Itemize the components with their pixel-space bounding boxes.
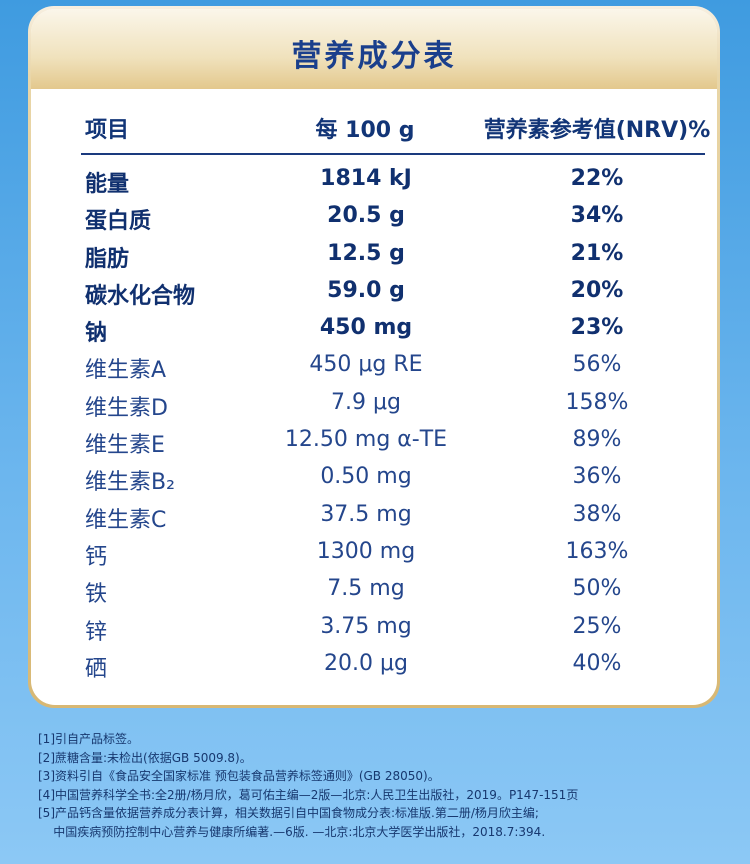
nutrient-name: 锌 xyxy=(85,619,108,645)
nutrient-nrv: 36% xyxy=(572,464,622,490)
footnote: 中国疾病预防控制中心营养与健康所编著.—6版. —北京:北京大学医学出版社，20… xyxy=(38,824,546,839)
nutrient-nrv: 25% xyxy=(572,613,622,639)
nutrient-amount: 20.0 μg xyxy=(324,650,408,676)
nutrient-amount: 7.9 μg xyxy=(331,389,401,415)
nutrient-nrv: 22% xyxy=(570,166,624,191)
table-row: 脂肪 12.5 g 21% xyxy=(81,236,705,273)
nutrient-name: 钠 xyxy=(85,321,108,347)
nutrient-name: 硒 xyxy=(85,656,108,682)
nutrient-amount: 12.50 mg α-TE xyxy=(284,427,448,453)
table-row: 维生素B₂ 0.50 mg 36% xyxy=(81,459,705,496)
footnote: [5]产品钙含量依据营养成分表计算，相关数据引自中国食物成分表:标准版.第二册/… xyxy=(38,806,539,820)
nutrient-name: 钙 xyxy=(85,544,108,570)
footnote: [1]引自产品标签。 xyxy=(38,732,139,746)
nutrient-name: 维生素A xyxy=(85,358,167,384)
nutrient-name: 维生素C xyxy=(85,507,167,533)
nutrient-nrv: 163% xyxy=(565,538,629,564)
page-title: 营养成分表 xyxy=(291,39,457,74)
table-row: 维生素C 37.5 mg 38% xyxy=(81,497,705,534)
nutrient-amount: 1814 kJ xyxy=(320,166,412,191)
table-body: 能量 1814 kJ 22% 蛋白质 20.5 g 34% 脂肪 12.5 g 21% 碳水化合物… xyxy=(81,161,705,683)
nutrient-amount: 0.50 mg xyxy=(320,464,412,490)
table-row: 硒 20.0 μg 40% xyxy=(81,646,705,683)
table-header: 项目 每 100 g 营养素参考值(NRV)% xyxy=(81,89,710,155)
table-row: 能量 1814 kJ 22% xyxy=(81,161,705,198)
header-nrv: 营养素参考值(NRV)% xyxy=(483,118,711,143)
nutrient-nrv: 89% xyxy=(572,427,622,453)
nutrient-amount: 12.5 g xyxy=(327,240,405,266)
nutrient-amount: 37.5 mg xyxy=(320,501,412,527)
nutrient-name: 能量 xyxy=(85,172,130,197)
table-row: 锌 3.75 mg 25% xyxy=(81,609,705,646)
nutrient-nrv: 50% xyxy=(572,576,622,602)
header-item: 项目 xyxy=(85,118,130,143)
nutrient-nrv: 56% xyxy=(572,352,622,378)
nutrition-table: 项目 每 100 g 营养素参考值(NRV)% 能量 1814 kJ 22% 蛋白质 2… xyxy=(81,89,710,682)
nutrient-nrv: 20% xyxy=(570,277,624,303)
table-row: 维生素E 12.50 mg α-TE 89% xyxy=(81,422,705,459)
nutrient-name: 碳水化合物 xyxy=(85,283,196,309)
nutrient-amount: 20.5 g xyxy=(327,203,405,229)
table-row: 维生素A 450 μg RE 56% xyxy=(81,347,705,384)
table-row: 维生素D 7.9 μg 158% xyxy=(81,385,705,422)
table-row: 钠 450 mg 23% xyxy=(81,310,705,347)
nutrient-name: 蛋白质 xyxy=(85,209,152,235)
nutrient-name: 维生素E xyxy=(85,433,165,459)
footnotes: [1]引自产品标签。 [2]蔗糖含量:未检出(依据GB 5009.8)。 [3]资料… xyxy=(38,730,718,841)
nutrient-name: 维生素B₂ xyxy=(85,470,175,496)
nutrient-name: 维生素D xyxy=(85,395,168,421)
footnote: [4]中国营养科学全书:全2册/杨月欣，葛可佑主编—2版—北京:人民卫生出版社，… xyxy=(38,787,579,802)
header-per-100g: 每 100 g xyxy=(315,118,415,143)
table-row: 碳水化合物 59.0 g 20% xyxy=(81,273,705,310)
footnote: [2]蔗糖含量:未检出(依据GB 5009.8)。 xyxy=(38,750,252,765)
nutrient-amount: 3.75 mg xyxy=(320,613,412,639)
nutrient-nrv: 34% xyxy=(570,203,624,229)
nutrient-amount: 59.0 g xyxy=(327,277,405,303)
table-row: 铁 7.5 mg 50% xyxy=(81,571,705,608)
footnote: [3]资料引自《食品安全国家标准 预包装食品营养标签通则》(GB 28050)。 xyxy=(38,769,440,783)
nutrient-nrv: 21% xyxy=(570,240,624,266)
nutrient-nrv: 23% xyxy=(570,315,624,341)
nutrient-amount: 450 μg RE xyxy=(309,352,423,378)
table-row: 蛋白质 20.5 g 34% xyxy=(81,198,705,235)
nutrition-card: 营养成分表 项目 每 100 g 营养素参考值(NRV)% 能量 1814 kJ 2… xyxy=(28,6,720,708)
nutrition-card-inner: 营养成分表 项目 每 100 g 营养素参考值(NRV)% 能量 1814 kJ 2… xyxy=(31,9,717,705)
nutrient-amount: 1300 mg xyxy=(316,538,416,564)
title-band: 营养成分表 xyxy=(31,9,717,89)
nutrient-nrv: 38% xyxy=(572,501,622,527)
table-row: 钙 1300 mg 163% xyxy=(81,534,705,571)
nutrient-amount: 7.5 mg xyxy=(327,576,405,602)
nutrient-name: 铁 xyxy=(85,582,108,608)
nutrient-amount: 450 mg xyxy=(319,315,413,341)
nutrient-nrv: 40% xyxy=(572,650,622,676)
nutrient-name: 脂肪 xyxy=(85,246,130,272)
nutrient-nrv: 158% xyxy=(565,389,629,415)
